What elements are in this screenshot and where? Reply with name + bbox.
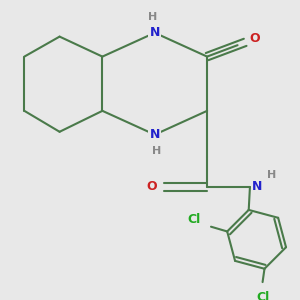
Text: N: N bbox=[150, 128, 160, 141]
Text: H: H bbox=[152, 146, 161, 156]
Text: Cl: Cl bbox=[187, 213, 200, 226]
Text: N: N bbox=[150, 26, 160, 39]
Text: O: O bbox=[249, 32, 260, 45]
Text: H: H bbox=[148, 12, 158, 22]
Text: N: N bbox=[252, 179, 263, 193]
Text: O: O bbox=[147, 181, 157, 194]
Text: H: H bbox=[267, 169, 277, 180]
Text: Cl: Cl bbox=[256, 291, 269, 300]
